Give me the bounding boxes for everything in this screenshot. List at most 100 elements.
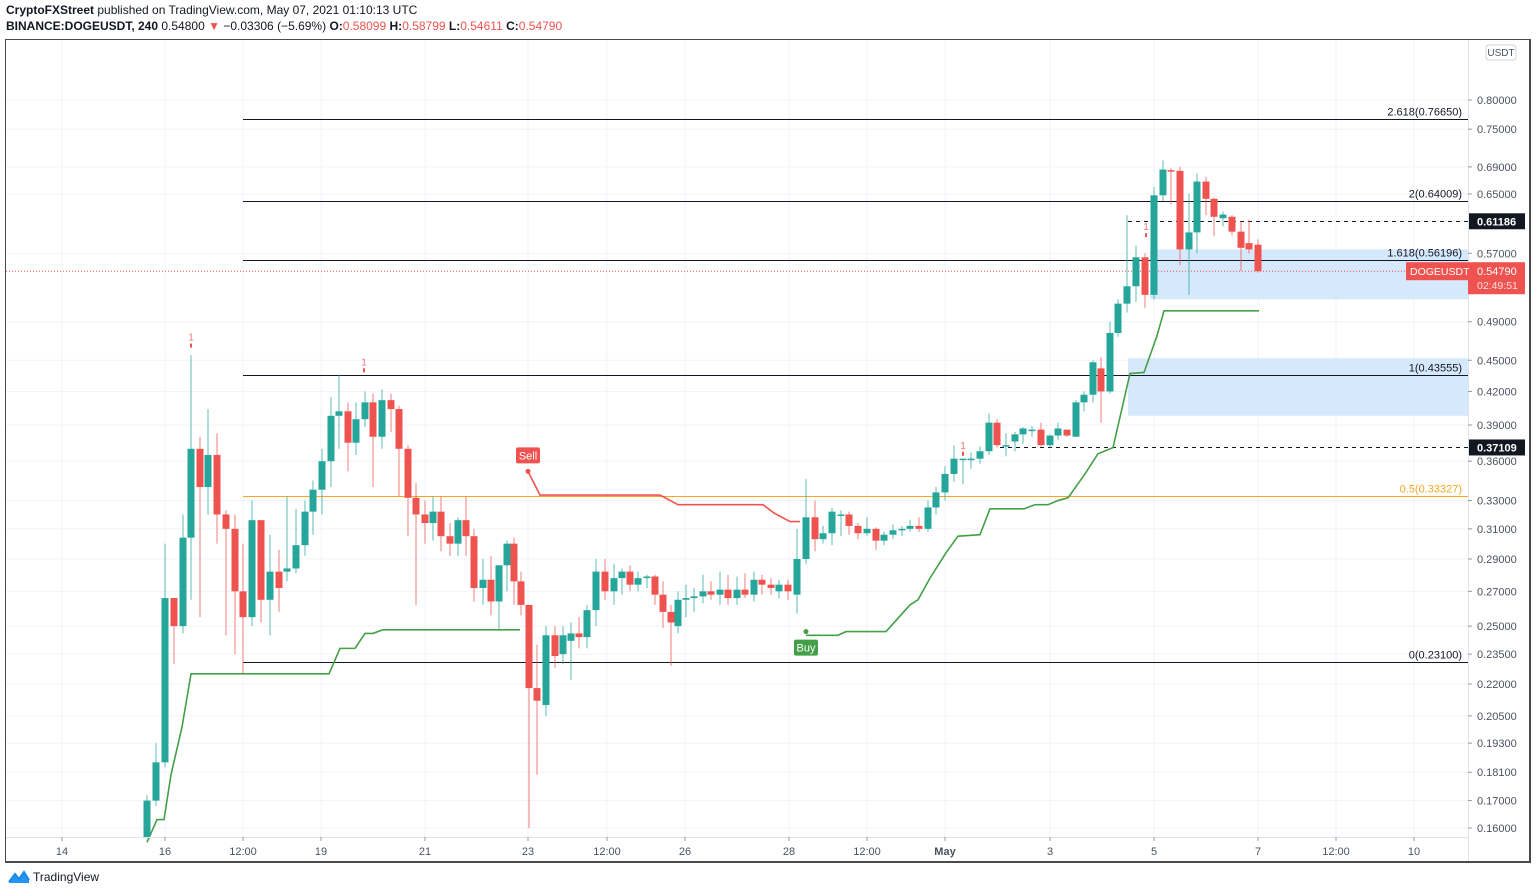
candle-body — [863, 528, 871, 534]
price-tick-label: 0.16000 — [1477, 823, 1517, 835]
candle-body — [915, 525, 923, 529]
candle-body — [802, 517, 810, 559]
candle-body — [898, 528, 906, 531]
candle-body — [1011, 434, 1019, 442]
time-tick-label: 10 — [1408, 846, 1420, 858]
price-tick-label: 0.80000 — [1477, 95, 1517, 107]
candle — [437, 496, 445, 552]
fibonacci-extension[interactable]: 2.618(0.76650) 2(0.64009) 1.618(0.56196) 1(… — [6, 107, 1468, 663]
time-tick-label: 26 — [679, 846, 691, 858]
candle-body — [950, 458, 958, 474]
candle-body — [784, 584, 792, 592]
high-label: H: — [389, 19, 403, 33]
price-tick-label: 0.39000 — [1477, 420, 1517, 432]
candle — [667, 604, 675, 666]
candle-body — [819, 533, 827, 540]
candle-body — [741, 589, 749, 595]
candle-body — [716, 589, 724, 595]
candle — [863, 517, 871, 537]
time-tick-label: 19 — [315, 846, 327, 858]
candle-body — [811, 517, 819, 540]
candle — [634, 571, 642, 592]
open-label: O: — [329, 19, 343, 33]
price-tick-label: 0.18100 — [1477, 767, 1517, 779]
candle — [610, 563, 618, 605]
price-axis[interactable]: 0.80000 0.75000 0.69000 0.65000 0.57000 0.490… — [1406, 40, 1530, 862]
candle-body — [993, 422, 1001, 446]
candle-body — [1150, 195, 1158, 295]
candle — [845, 511, 853, 535]
candle-body — [828, 511, 836, 534]
last-price-value: 0.54790 — [1477, 266, 1517, 278]
candle — [592, 558, 600, 627]
candle — [985, 413, 993, 455]
candle — [1185, 193, 1193, 295]
candle-body — [551, 635, 559, 657]
candle — [932, 487, 940, 515]
candle-body — [437, 511, 445, 537]
currency-label: USDT — [1487, 48, 1514, 59]
candle — [915, 517, 923, 532]
candle — [1167, 168, 1175, 205]
last-price: 0.54800 — [161, 19, 205, 33]
candle-body — [699, 591, 707, 597]
candle — [1097, 357, 1105, 423]
price-tick-label: 0.27000 — [1477, 586, 1517, 598]
candle-body — [750, 579, 758, 595]
candle — [626, 565, 634, 592]
currency-button[interactable]: USDT — [1485, 44, 1517, 61]
candle — [292, 508, 300, 574]
candle — [854, 523, 862, 540]
candle-body — [837, 514, 845, 516]
fib-level-label: 0(0.23100) — [1409, 650, 1462, 662]
currency-badge[interactable] — [1485, 44, 1517, 61]
candle — [479, 558, 487, 605]
last-price-tag: DOGEUSDT 0.54790 02:49:51 — [1406, 262, 1525, 295]
candle-body — [767, 584, 775, 588]
candle — [758, 574, 766, 595]
time-tick-label: 21 — [419, 846, 431, 858]
candle — [510, 537, 518, 605]
candle-body — [651, 576, 659, 595]
candle — [487, 555, 495, 616]
candle-body — [976, 451, 984, 459]
candle — [1159, 160, 1167, 201]
price-change: −0.03306 (−5.69%) — [223, 19, 327, 33]
candle-body — [906, 525, 914, 529]
candle — [583, 604, 591, 649]
candle-body — [1114, 303, 1122, 333]
candle — [1037, 422, 1045, 447]
candle-body — [170, 598, 178, 627]
time-axis[interactable]: 14 16 12:00 19 21 23 12:00 26 28 12:00 May 3 5 7 12:00… — [6, 837, 1468, 858]
candle — [503, 540, 511, 592]
candle — [1072, 400, 1080, 437]
candle-body — [239, 591, 247, 618]
candle — [643, 574, 651, 588]
candle-body — [610, 578, 618, 592]
candle — [275, 549, 283, 612]
candle — [651, 574, 659, 605]
td-count-tick — [962, 451, 964, 456]
candle-body — [369, 402, 377, 437]
candle-body — [1054, 428, 1062, 436]
candle-body — [1046, 435, 1054, 446]
high-value: 0.58799 — [402, 19, 446, 33]
candle-body — [1193, 181, 1201, 233]
candle — [707, 581, 715, 600]
candle — [196, 436, 204, 618]
candle — [618, 568, 626, 595]
candle-body — [601, 571, 609, 592]
candle — [1002, 433, 1010, 457]
time-tick-label: 3 — [1047, 846, 1053, 858]
candle — [1011, 431, 1019, 452]
candle — [404, 445, 412, 537]
price-tick-label: 0.42000 — [1477, 386, 1517, 398]
candle — [161, 543, 169, 768]
candle — [819, 525, 827, 544]
supertrend-down-line — [527, 470, 800, 523]
candle — [387, 393, 395, 432]
candle — [993, 419, 1001, 448]
last-price-badge — [1468, 262, 1525, 295]
candle-body — [292, 545, 300, 569]
